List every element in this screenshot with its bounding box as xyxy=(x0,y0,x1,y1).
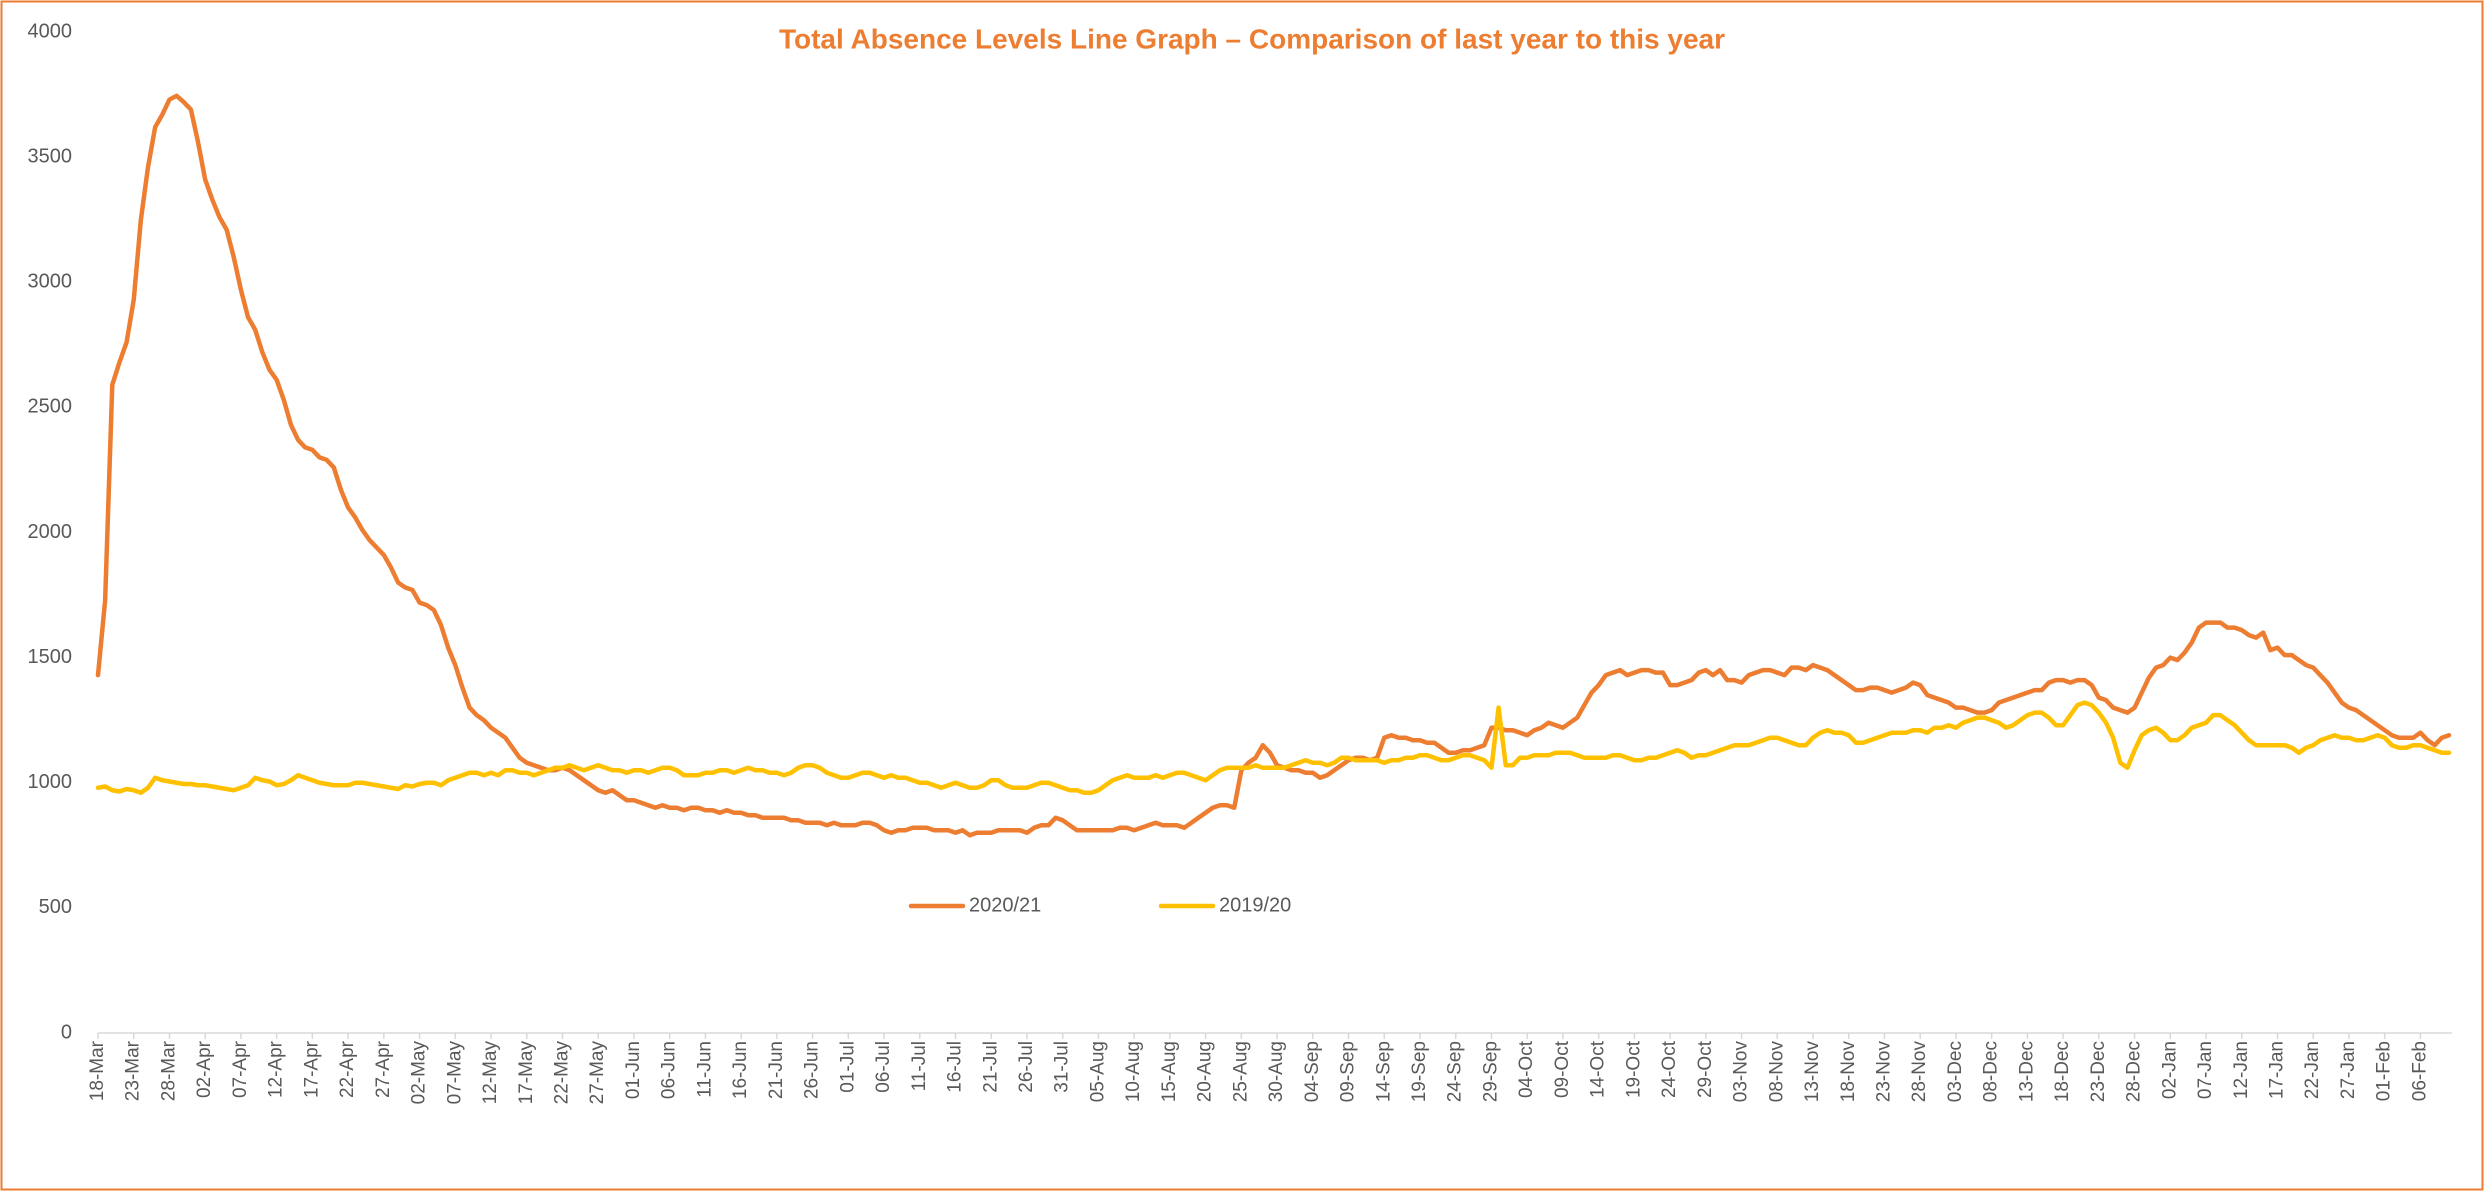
x-tick-label: 29-Sep xyxy=(1480,1041,1501,1102)
x-tick-label: 08-Nov xyxy=(1766,1041,1787,1103)
x-tick-label: 18-Dec xyxy=(2052,1041,2073,1102)
x-tick-label: 17-May xyxy=(516,1041,537,1105)
y-tick-label: 4000 xyxy=(28,20,73,42)
x-tick-label: 31-Jul xyxy=(1052,1041,1073,1093)
x-tick-label: 26-Jun xyxy=(802,1041,823,1099)
x-tick-label: 22-May xyxy=(551,1041,572,1105)
x-tick-label: 17-Apr xyxy=(301,1040,322,1098)
x-tick-label: 07-Jan xyxy=(2195,1041,2216,1099)
x-tick-label: 24-Oct xyxy=(1659,1040,1680,1098)
x-tick-label: 18-Nov xyxy=(1838,1041,1859,1103)
x-tick-label: 06-Feb xyxy=(2409,1041,2430,1101)
x-tick-label: 29-Oct xyxy=(1695,1040,1716,1098)
x-tick-label: 28-Mar xyxy=(158,1040,179,1101)
x-tick-label: 23-Mar xyxy=(123,1040,144,1101)
x-tick-label: 01-Jun xyxy=(623,1041,644,1099)
y-tick-label: 1000 xyxy=(28,771,73,793)
x-tick-label: 09-Sep xyxy=(1338,1041,1359,1102)
x-tick-label: 06-Jul xyxy=(873,1041,894,1093)
legend-label: 2020/21 xyxy=(969,894,1041,916)
x-tick-label: 16-Jun xyxy=(730,1041,751,1099)
x-tick-label: 01-Feb xyxy=(2374,1041,2395,1101)
x-tick-label: 27-Apr xyxy=(373,1040,394,1098)
x-tick-label: 13-Nov xyxy=(1802,1041,1823,1103)
x-tick-label: 27-Jan xyxy=(2338,1041,2359,1099)
x-tick-label: 19-Sep xyxy=(1409,1041,1430,1102)
x-tick-label: 22-Apr xyxy=(337,1040,358,1098)
x-tick-label: 24-Sep xyxy=(1445,1041,1466,1102)
y-tick-label: 500 xyxy=(39,896,72,918)
x-tick-label: 28-Nov xyxy=(1909,1041,1930,1103)
x-tick-label: 18-Mar xyxy=(87,1040,108,1101)
x-tick-label: 03-Dec xyxy=(1945,1041,1966,1102)
x-tick-label: 07-Apr xyxy=(230,1040,251,1098)
x-tick-label: 27-May xyxy=(587,1041,608,1105)
x-tick-label: 22-Jan xyxy=(2302,1041,2323,1099)
x-tick-label: 14-Oct xyxy=(1588,1040,1609,1098)
x-tick-label: 02-Jan xyxy=(2159,1041,2180,1099)
y-tick-label: 0 xyxy=(61,1021,72,1043)
legend-label: 2019/20 xyxy=(1219,894,1291,916)
x-tick-label: 21-Jun xyxy=(766,1041,787,1099)
x-tick-label: 04-Oct xyxy=(1516,1040,1537,1098)
x-tick-label: 25-Aug xyxy=(1230,1041,1251,1102)
y-tick-label: 3000 xyxy=(28,271,73,293)
chart-title: Total Absence Levels Line Graph – Compar… xyxy=(779,23,1725,54)
x-tick-label: 08-Dec xyxy=(1981,1041,2002,1102)
x-tick-label: 19-Oct xyxy=(1623,1040,1644,1098)
x-tick-label: 26-Jul xyxy=(1016,1041,1037,1093)
x-tick-label: 16-Jul xyxy=(945,1041,966,1093)
x-tick-label: 02-Apr xyxy=(194,1040,215,1098)
x-tick-label: 06-Jun xyxy=(659,1041,680,1099)
x-tick-label: 09-Oct xyxy=(1552,1040,1573,1098)
x-tick-label: 30-Aug xyxy=(1266,1041,1287,1102)
x-tick-label: 17-Jan xyxy=(2267,1041,2288,1099)
x-tick-label: 12-Jan xyxy=(2231,1041,2252,1099)
line-series xyxy=(95,700,2452,796)
x-tick-label: 21-Jul xyxy=(980,1041,1001,1093)
y-tick-label: 2500 xyxy=(28,396,73,418)
y-tick-label: 1500 xyxy=(28,646,73,668)
line-series xyxy=(95,93,2452,838)
x-tick-label: 10-Aug xyxy=(1123,1041,1144,1102)
x-tick-label: 11-Jun xyxy=(694,1041,715,1098)
x-tick-label: 14-Sep xyxy=(1373,1041,1394,1102)
y-tick-label: 3500 xyxy=(28,145,73,167)
x-tick-label: 03-Nov xyxy=(1731,1041,1752,1103)
x-tick-label: 20-Aug xyxy=(1195,1041,1216,1102)
x-tick-label: 02-May xyxy=(409,1041,430,1105)
x-tick-label: 23-Nov xyxy=(1873,1041,1894,1103)
x-tick-label: 12-Apr xyxy=(266,1040,287,1098)
x-tick-label: 04-Sep xyxy=(1302,1041,1323,1102)
x-tick-label: 11-Jul xyxy=(909,1041,930,1091)
x-tick-label: 13-Dec xyxy=(2016,1041,2037,1102)
x-tick-label: 23-Dec xyxy=(2088,1041,2109,1102)
x-tick-label: 12-May xyxy=(480,1041,501,1105)
x-tick-label: 01-Jul xyxy=(837,1041,858,1093)
x-tick-label: 05-Aug xyxy=(1087,1041,1108,1102)
x-tick-label: 28-Dec xyxy=(2124,1041,2145,1102)
x-tick-label: 07-May xyxy=(444,1041,465,1105)
x-tick-label: 15-Aug xyxy=(1159,1041,1180,1102)
y-tick-label: 2000 xyxy=(28,521,73,543)
